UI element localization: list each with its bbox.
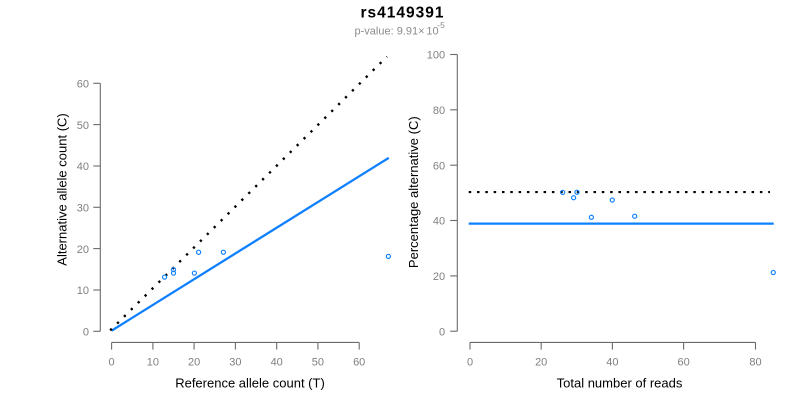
svg-text:20: 20 [433, 271, 445, 283]
svg-text:0: 0 [109, 357, 115, 369]
svg-text:40: 40 [606, 357, 618, 369]
svg-text:80: 80 [433, 105, 445, 117]
svg-text:20: 20 [535, 357, 547, 369]
svg-text:0: 0 [467, 357, 473, 369]
svg-text:10: 10 [147, 357, 159, 369]
svg-text:p-value: 9.91×10: p-value: 9.91× 10 [355, 26, 439, 38]
svg-text:30: 30 [229, 357, 241, 369]
svg-text:Reference allele count (T): Reference allele count (T) [175, 376, 325, 391]
svg-text:40: 40 [77, 161, 89, 173]
svg-text:-5: -5 [437, 20, 445, 30]
svg-text:Total number of reads: Total number of reads [557, 376, 683, 391]
svg-text:60: 60 [353, 357, 365, 369]
svg-text:50: 50 [77, 120, 89, 132]
svg-text:60: 60 [433, 160, 445, 172]
svg-text:40: 40 [433, 216, 445, 228]
svg-text:60: 60 [77, 79, 89, 91]
svg-text:50: 50 [312, 357, 324, 369]
svg-text:rs4149391: rs4149391 [361, 4, 445, 21]
svg-text:Alternative allele count (C): Alternative allele count (C) [54, 113, 69, 265]
svg-text:100: 100 [427, 50, 445, 62]
svg-text:30: 30 [77, 203, 89, 215]
svg-text:20: 20 [77, 244, 89, 256]
svg-text:20: 20 [188, 357, 200, 369]
svg-text:10: 10 [77, 285, 89, 297]
svg-text:Percentage alternative (C): Percentage alternative (C) [406, 116, 421, 268]
svg-text:40: 40 [271, 357, 283, 369]
svg-text:0: 0 [439, 326, 445, 338]
svg-text:0: 0 [83, 327, 89, 339]
svg-text:60: 60 [677, 357, 689, 369]
svg-text:80: 80 [749, 357, 761, 369]
